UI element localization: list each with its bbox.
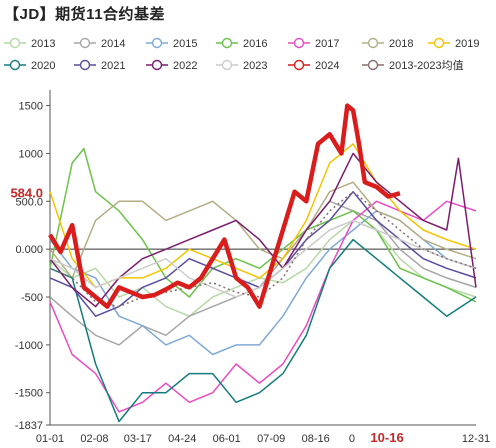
legend-item[interactable]: 2024: [288, 59, 339, 72]
legend-item[interactable]: 2018: [362, 37, 413, 50]
series-line-2013-2023均值: [49, 190, 477, 308]
series-line-2020: [49, 238, 477, 423]
legend-label: 2018: [389, 38, 413, 50]
legend-marker: [221, 59, 233, 71]
y-tick-label: -1000: [15, 340, 43, 352]
legend-item[interactable]: 2020: [4, 59, 55, 72]
y-tick-label: -1837: [15, 420, 43, 432]
x-tick-label: 01-01: [36, 433, 64, 445]
series-line-2018: [49, 181, 477, 279]
legend-label: 2019: [455, 38, 479, 50]
legend-item[interactable]: 2016: [216, 37, 267, 50]
legend-label: 2024: [315, 60, 339, 72]
legend-label: 2023: [243, 60, 267, 72]
legend-label: 2015: [173, 38, 197, 50]
tick-labels: 1500 1000 500.0 0.000 -500 -1000 -1500 -183701-…: [10, 101, 490, 445]
legend-item[interactable]: 2023: [216, 59, 267, 72]
series-lines: [48, 103, 477, 423]
y-tick-label: 1000: [19, 148, 43, 160]
legend-item[interactable]: 2014: [74, 37, 125, 50]
legend-marker: [367, 59, 379, 71]
series-line-2016: [49, 147, 477, 303]
legend-marker: [293, 59, 305, 71]
y-tick-label: 500.0: [15, 196, 43, 208]
series-line-2022: [49, 152, 477, 308]
y-tick-label: -500: [21, 292, 43, 304]
legend-marker: [9, 37, 21, 49]
x-tick-label: 06-01: [213, 433, 241, 445]
series-line-2024: [48, 103, 401, 309]
legend-marker: [79, 59, 91, 71]
legend-label: 2013-2023均值: [389, 59, 464, 72]
x-tick-label: 04-24: [168, 433, 196, 445]
x-tick-label: 12-31: [462, 433, 490, 445]
legend-marker: [151, 37, 163, 49]
x-tick-label: 07-09: [257, 433, 285, 445]
legend-marker: [433, 37, 445, 49]
x-tick-label: 08-16: [302, 433, 330, 445]
legend-marker: [151, 59, 163, 71]
legend-label: 2017: [315, 38, 339, 50]
legend-item[interactable]: 2021: [74, 59, 125, 72]
legend-item[interactable]: 2013: [4, 37, 55, 50]
x-tick-label: 10-16: [370, 430, 403, 445]
legend-label: 2020: [31, 60, 55, 72]
x-tick-label: 0: [349, 433, 355, 445]
legend-item[interactable]: 2022: [146, 59, 197, 72]
legend-item[interactable]: 2019: [428, 37, 479, 50]
legend-item[interactable]: 2015: [146, 37, 197, 50]
y-tick-label: 0.000: [15, 244, 43, 256]
x-tick-label: 03-17: [124, 433, 152, 445]
legend-label: 2014: [101, 38, 125, 50]
axes: [49, 90, 476, 426]
legend-label: 2022: [173, 60, 197, 72]
legend-label: 2016: [243, 38, 267, 50]
legend-item[interactable]: 2013-2023均值: [362, 59, 464, 72]
y-tick-label: 1500: [19, 101, 43, 113]
legend: 2013 2014 2015 2016 2017 2018 2019 2020 2021 2022…: [4, 37, 479, 72]
legend-item[interactable]: 2017: [288, 37, 339, 50]
legend-label: 2021: [101, 60, 125, 72]
y-tick-label: -1500: [15, 388, 43, 400]
legend-marker: [367, 37, 379, 49]
legend-marker: [221, 37, 233, 49]
chart-title: 【JD】期货11合约基差: [4, 6, 166, 23]
legend-marker: [9, 59, 21, 71]
series-line-2023: [49, 219, 477, 298]
x-tick-label: 02-08: [80, 433, 108, 445]
legend-marker: [79, 37, 91, 49]
legend-label: 2013: [31, 38, 55, 50]
current-value-label: 584.0: [10, 185, 43, 200]
legend-marker: [293, 37, 305, 49]
